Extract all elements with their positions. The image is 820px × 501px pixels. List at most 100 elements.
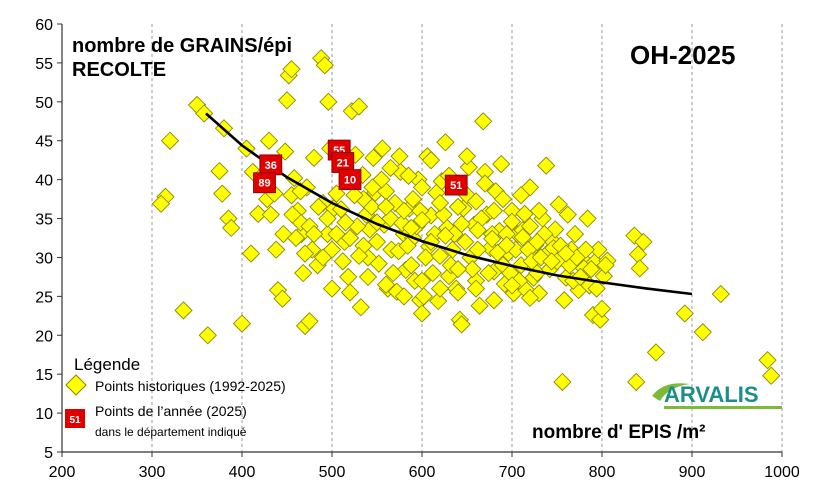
historic-point-118 (537, 156, 556, 175)
historic-point-215 (327, 224, 346, 244)
legend-historic-label: Points historiques (1992-2025) (95, 378, 286, 394)
historic-point-245 (448, 197, 468, 217)
historic-point-11 (213, 184, 232, 203)
historic-point-96 (470, 296, 489, 315)
historic-point-225 (376, 275, 396, 294)
historic-point-138 (592, 299, 612, 318)
historic-point-256 (313, 248, 333, 267)
legend: Légende Points historiques (1992-2025) 5… (65, 355, 286, 439)
legend-current-label: Points de l’année (2025) (95, 403, 247, 419)
y-tick-label-10: 10 (35, 406, 53, 423)
historic-point-128 (565, 224, 585, 244)
y-tick-label-45: 45 (35, 134, 53, 151)
historic-point-248 (502, 212, 522, 231)
y-tick-label-60: 60 (35, 17, 53, 34)
historic-point-213 (345, 186, 364, 205)
historic-point-176 (456, 232, 475, 252)
historic-point-89 (452, 315, 471, 334)
historic-point-4 (151, 194, 171, 213)
historic-point-227 (412, 271, 432, 290)
y-tick-label-25: 25 (35, 289, 53, 306)
historic-point-172 (430, 246, 450, 266)
logo-underline (664, 406, 782, 409)
x-tick-label-500: 500 (319, 464, 346, 481)
historic-point-243 (412, 178, 432, 197)
historic-point-126 (558, 205, 577, 224)
historic-point-253 (340, 228, 360, 248)
current-point-label-36: 36 (265, 160, 277, 172)
x-tick-label-800: 800 (589, 464, 616, 481)
historic-point-50 (349, 97, 369, 116)
historic-point-56 (364, 148, 383, 167)
historic-point-145 (627, 372, 646, 392)
historic-point-266 (513, 228, 532, 247)
historic-point-147 (675, 304, 694, 323)
y-tick-label-30: 30 (35, 250, 53, 267)
historic-point-149 (711, 284, 730, 304)
historic-point-259 (286, 228, 306, 248)
historic-point-148 (693, 323, 712, 342)
historic-point-232 (502, 276, 522, 295)
historic-point-270 (412, 210, 432, 230)
historic-point-143 (630, 259, 649, 278)
historic-point-244 (430, 193, 450, 213)
historic-point-223 (294, 263, 313, 283)
x-tick-label-400: 400 (229, 464, 256, 481)
historic-point-228 (430, 279, 450, 298)
historic-point-265 (497, 235, 516, 255)
historic-point-267 (528, 232, 547, 252)
historic-point-161 (367, 232, 387, 252)
historic-point-151 (762, 366, 781, 385)
historic-point-164 (384, 263, 403, 283)
historic-point-5 (174, 301, 193, 320)
historic-point-104 (492, 154, 511, 174)
historic-point-257 (304, 224, 324, 244)
historic-point-205 (596, 256, 615, 275)
historic-point-47 (340, 283, 360, 302)
historic-point-124 (555, 291, 574, 310)
x-tick-label-1000: 1000 (764, 464, 800, 481)
historic-point-201 (571, 267, 590, 287)
historic-point-34 (304, 148, 324, 167)
historic-point-150 (758, 351, 777, 370)
historic-point-247 (484, 201, 504, 220)
historic-point-269 (556, 244, 576, 263)
historic-point-250 (394, 201, 414, 220)
historic-point-144 (634, 232, 653, 252)
y-tick-label-20: 20 (35, 328, 53, 345)
historic-point-180 (479, 263, 498, 283)
legend-current-code: 51 (69, 415, 81, 426)
chart-title: nombre de GRAINS/épi (72, 35, 292, 57)
historic-point-241 (376, 197, 396, 217)
historic-point-73 (412, 304, 432, 323)
x-axis-label: nombre d' EPIS /m² (532, 422, 705, 443)
current-point-label-21: 21 (337, 158, 349, 170)
historic-point-238 (493, 189, 513, 209)
chart-subtitle: RECOLTE (72, 59, 166, 81)
historic-point-19 (261, 205, 280, 224)
y-tick-label-15: 15 (35, 367, 53, 384)
historic-point-262 (452, 214, 471, 234)
historic-point-80 (429, 291, 448, 311)
historic-point-33 (300, 312, 319, 331)
historic-point-268 (542, 252, 561, 271)
grid-lines (151, 24, 783, 452)
historic-point-233 (520, 288, 540, 308)
historic-point-132 (578, 209, 597, 228)
historic-point-168 (402, 256, 421, 275)
historic-point-40 (322, 279, 342, 298)
historic-point-28 (285, 168, 304, 188)
current-point-label-10: 10 (344, 175, 356, 187)
historic-point-240 (529, 201, 549, 220)
historic-point-203 (582, 259, 601, 279)
historic-point-6 (198, 326, 217, 345)
historic-point-217 (309, 197, 328, 217)
historic-point-82 (436, 133, 455, 152)
historic-point-258 (295, 244, 315, 263)
historic-point-7 (210, 161, 229, 181)
historic-point-239 (511, 186, 531, 205)
historic-point-264 (483, 229, 502, 248)
logo-swoosh-icon (652, 383, 690, 401)
historic-point-10 (222, 218, 241, 238)
